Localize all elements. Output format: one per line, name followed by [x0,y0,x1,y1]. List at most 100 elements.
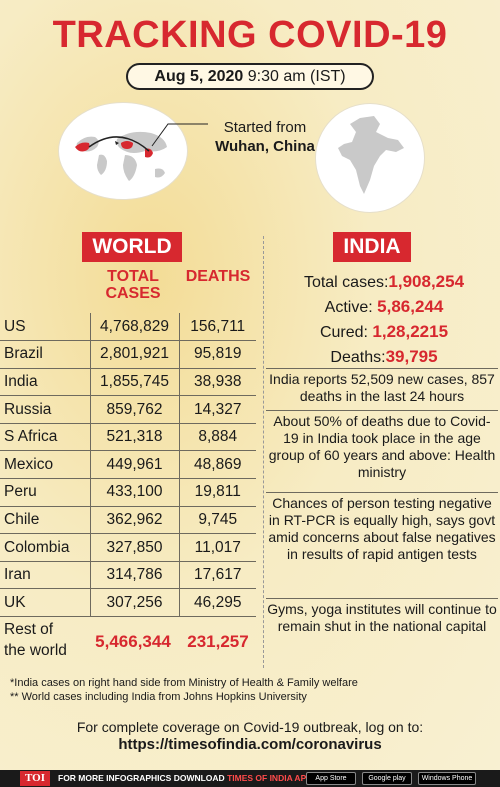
footnotes: *India cases on right hand side from Min… [10,676,490,704]
cases-cell: 449,961 [89,450,179,480]
deaths-cell: 19,811 [178,478,256,507]
cases-cell: 362,962 [89,506,179,535]
cases-cell: 314,786 [89,561,179,590]
date-text: Aug 5, 2020 [154,68,244,85]
deaths-label: Deaths: [330,349,386,366]
deaths-cell: 17,617 [178,561,256,590]
world-map-icon [75,131,167,181]
country-cell: Colombia [0,533,90,562]
cases-cell: 4,768,829 [89,313,179,342]
table-row: Iran 314,786 17,617 [0,561,256,590]
windows-phone-button[interactable]: Windows Phone [418,772,476,785]
india-stats: Total cases:1,908,254 Active: 5,86,244 C… [268,270,500,370]
deaths-cell: 46,295 [178,588,256,618]
cases-cell: 307,256 [89,588,179,618]
table-row: US 4,768,829 156,711 [0,313,256,342]
deaths-cell: 38,938 [178,368,256,397]
country-cell: Peru [0,478,90,507]
origin-line1: Started from [223,119,307,136]
india-note: India reports 52,509 new cases, 857 deat… [266,368,498,405]
active-value: 5,86,244 [377,297,444,316]
date-badge: Aug 5, 2020 9:30 am (IST) [126,63,374,90]
origin-label: Started from Wuhan, China [200,118,330,156]
table-row: Brazil 2,801,921 95,819 [0,340,256,369]
india-cured: Cured: 1,28,2215 [268,320,500,345]
table-row: Colombia 327,850 11,017 [0,533,256,562]
table-row: Chile 362,962 9,745 [0,506,256,535]
india-deaths: Deaths:39,795 [268,345,500,370]
footer-text: FOR MORE INFOGRAPHICS DOWNLOAD [58,773,228,783]
india-map-icon [338,116,404,194]
footnote-1: *India cases on right hand side from Min… [10,677,358,689]
deaths-value: 39,795 [385,347,438,366]
deaths-cell: 9,745 [178,506,256,535]
cases-cell: 327,850 [89,533,179,562]
deaths-cell: 8,884 [178,423,256,452]
cases-cell: 859,762 [89,395,179,424]
country-cell: S Africa [0,423,90,452]
deaths-cell: 156,711 [178,313,256,342]
rest-of-world-row: Rest of the world 5,466,344 231,257 [0,619,256,665]
cured-value: 1,28,2215 [372,322,449,341]
table-row: S Africa 521,318 8,884 [0,423,256,452]
rest-of-world-cases: 5,466,344 [95,632,171,651]
time-text: 9:30 am (IST) [247,68,346,85]
footer-app-name: TIMES OF INDIA APP [227,773,312,783]
footnote-2: ** World cases including India from John… [10,691,307,703]
deaths-cell: 11,017 [178,533,256,562]
footer-bar: TOI FOR MORE INFOGRAPHICS DOWNLOAD TIMES… [0,770,500,787]
india-label: INDIA [333,232,411,262]
deaths-cell: 14,327 [178,395,256,424]
india-note: Gyms, yoga institutes will continue to r… [266,598,498,635]
india-note: About 50% of deaths due to Covid-19 in I… [266,410,498,481]
pointer-line [151,123,208,147]
table-row: Russia 859,762 14,327 [0,395,256,424]
country-cell: Russia [0,395,90,424]
country-cell: India [0,368,90,397]
world-map-globe [58,102,188,200]
table-row: Peru 433,100 19,811 [0,478,256,507]
country-cell: Chile [0,506,90,535]
active-label: Active: [324,299,373,316]
country-cell: Brazil [0,340,90,369]
india-total-cases: Total cases:1,908,254 [268,270,500,295]
coverage-block: For complete coverage on Covid-19 outbre… [0,718,500,754]
google-play-button[interactable]: Google play [362,772,412,785]
origin-line2: Wuhan, China [215,138,315,155]
total-cases-header: TOTAL CASES [105,268,161,302]
world-table: US 4,768,829 156,711 Brazil 2,801,921 95,819 I… [0,313,256,618]
country-cell: Iran [0,561,90,590]
cases-cell: 433,100 [89,478,179,507]
deaths-cell: 95,819 [178,340,256,369]
coverage-text: For complete coverage on Covid-19 outbre… [76,719,424,735]
rest-of-world-deaths: 231,257 [187,632,249,651]
app-store-button[interactable]: App Store [306,772,356,785]
deaths-header: DEATHS [185,268,251,285]
coverage-link[interactable]: https://timesofindia.com/coronavirus [118,736,382,753]
rest-label-line1: Rest of [4,621,54,638]
rest-label-line2: the world [4,642,67,659]
world-label: WORLD [82,232,182,262]
country-cell: UK [0,588,90,618]
column-divider [263,236,264,668]
total-cases-value: 1,908,254 [388,272,465,291]
footer-promo: FOR MORE INFOGRAPHICS DOWNLOAD TIMES OF … [58,770,312,787]
deaths-cell: 48,869 [178,450,256,480]
total-cases-label: Total cases: [303,274,389,291]
cases-cell: 2,801,921 [89,340,179,369]
table-row: Mexico 449,961 48,869 [0,450,256,480]
country-cell: Mexico [0,450,90,480]
table-row: India 1,855,745 38,938 [0,368,256,397]
india-active: Active: 5,86,244 [268,295,500,320]
cases-cell: 1,855,745 [89,368,179,397]
table-row: UK 307,256 46,295 [0,588,256,618]
cured-label: Cured: [319,324,368,341]
rest-of-world-label: Rest of the world [4,619,67,661]
page-title: TRACKING COVID-19 [52,14,448,56]
india-note: Chances of person testing negative in RT… [266,492,498,563]
india-map-circle [315,103,425,213]
country-cell: US [0,313,90,342]
cases-cell: 521,318 [89,423,179,452]
toi-logo: TOI [20,771,50,786]
